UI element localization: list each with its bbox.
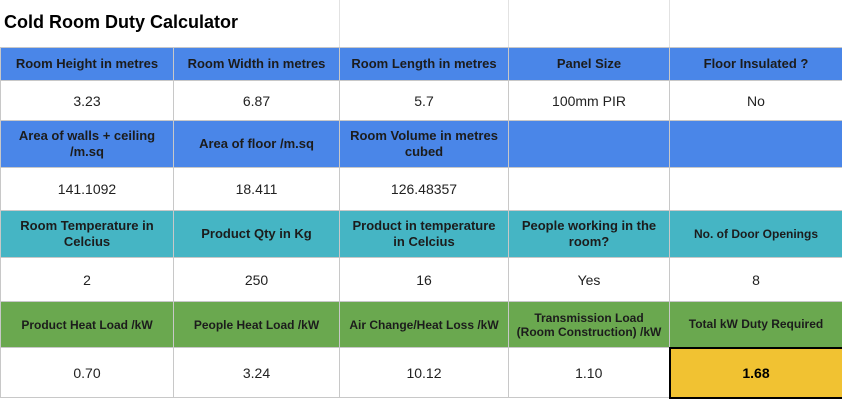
header-people-working: People working in the room?	[508, 210, 670, 258]
room-length-cell[interactable]: 5.7	[339, 80, 509, 121]
area-value-row: 141.1092 18.411 126.48357	[0, 167, 842, 211]
panel-size-cell[interactable]: 100mm PIR	[508, 80, 670, 121]
title-row: Cold Room Duty Calculator	[0, 0, 842, 47]
dimensions-value-row: 3.23 6.87 5.7 100mm PIR No	[0, 80, 842, 121]
header-area-walls-ceiling: Area of walls + ceiling /m.sq	[0, 120, 174, 168]
room-volume-cell[interactable]: 126.48357	[339, 167, 509, 211]
people-working-cell[interactable]: Yes	[508, 257, 670, 302]
area-floor-cell[interactable]: 18.411	[173, 167, 340, 211]
air-change-heat-loss-cell[interactable]: 10.12	[339, 347, 509, 398]
gridline	[339, 0, 340, 47]
product-qty-cell[interactable]: 250	[173, 257, 340, 302]
product-heat-load-cell[interactable]: 0.70	[0, 347, 174, 398]
conditions-header-row: Room Temperature in Celcius Product Qty …	[0, 210, 842, 258]
header-room-volume: Room Volume in metres cubed	[339, 120, 509, 168]
total-duty-cell[interactable]: 1.68	[668, 346, 842, 399]
floor-insulated-cell[interactable]: No	[669, 80, 842, 121]
room-width-cell[interactable]: 6.87	[173, 80, 340, 121]
header-room-length: Room Length in metres	[339, 47, 509, 81]
calculator-grid: Room Height in metres Room Width in metr…	[0, 47, 842, 399]
header-room-height: Room Height in metres	[0, 47, 174, 81]
results-header-row: Product Heat Load /kW People Heat Load /…	[0, 301, 842, 348]
header-room-temperature: Room Temperature in Celcius	[0, 210, 174, 258]
header-product-heat-load: Product Heat Load /kW	[0, 301, 174, 348]
header-empty	[669, 120, 842, 168]
header-empty	[508, 120, 670, 168]
header-room-width: Room Width in metres	[173, 47, 340, 81]
header-panel-size: Panel Size	[508, 47, 670, 81]
header-transmission-load: Transmission Load (Room Construction) /k…	[508, 301, 670, 348]
header-floor-insulated: Floor Insulated ?	[669, 47, 842, 81]
room-height-cell[interactable]: 3.23	[0, 80, 174, 121]
header-total-duty: Total kW Duty Required	[669, 301, 842, 348]
gridline	[508, 0, 509, 47]
product-in-temperature-cell[interactable]: 16	[339, 257, 509, 302]
area-walls-ceiling-cell[interactable]: 141.1092	[0, 167, 174, 211]
header-area-floor: Area of floor /m.sq	[173, 120, 340, 168]
empty-cell[interactable]	[508, 167, 670, 211]
header-product-in-temperature: Product in temperature in Celcius	[339, 210, 509, 258]
conditions-value-row: 2 250 16 Yes 8	[0, 257, 842, 302]
header-product-qty: Product Qty in Kg	[173, 210, 340, 258]
room-temperature-cell[interactable]: 2	[0, 257, 174, 302]
header-air-change-heat-loss: Air Change/Heat Loss /kW	[339, 301, 509, 348]
header-people-heat-load: People Heat Load /kW	[173, 301, 340, 348]
gridline	[669, 0, 670, 47]
door-openings-cell[interactable]: 8	[669, 257, 842, 302]
header-door-openings: No. of Door Openings	[669, 210, 842, 258]
dimensions-header-row: Room Height in metres Room Width in metr…	[0, 47, 842, 81]
area-header-row: Area of walls + ceiling /m.sq Area of fl…	[0, 120, 842, 168]
people-heat-load-cell[interactable]: 3.24	[173, 347, 340, 398]
empty-cell[interactable]	[669, 167, 842, 211]
page-title: Cold Room Duty Calculator	[4, 12, 239, 32]
transmission-load-cell[interactable]: 1.10	[508, 347, 670, 398]
results-value-row: 0.70 3.24 10.12 1.10 1.68	[0, 346, 842, 399]
